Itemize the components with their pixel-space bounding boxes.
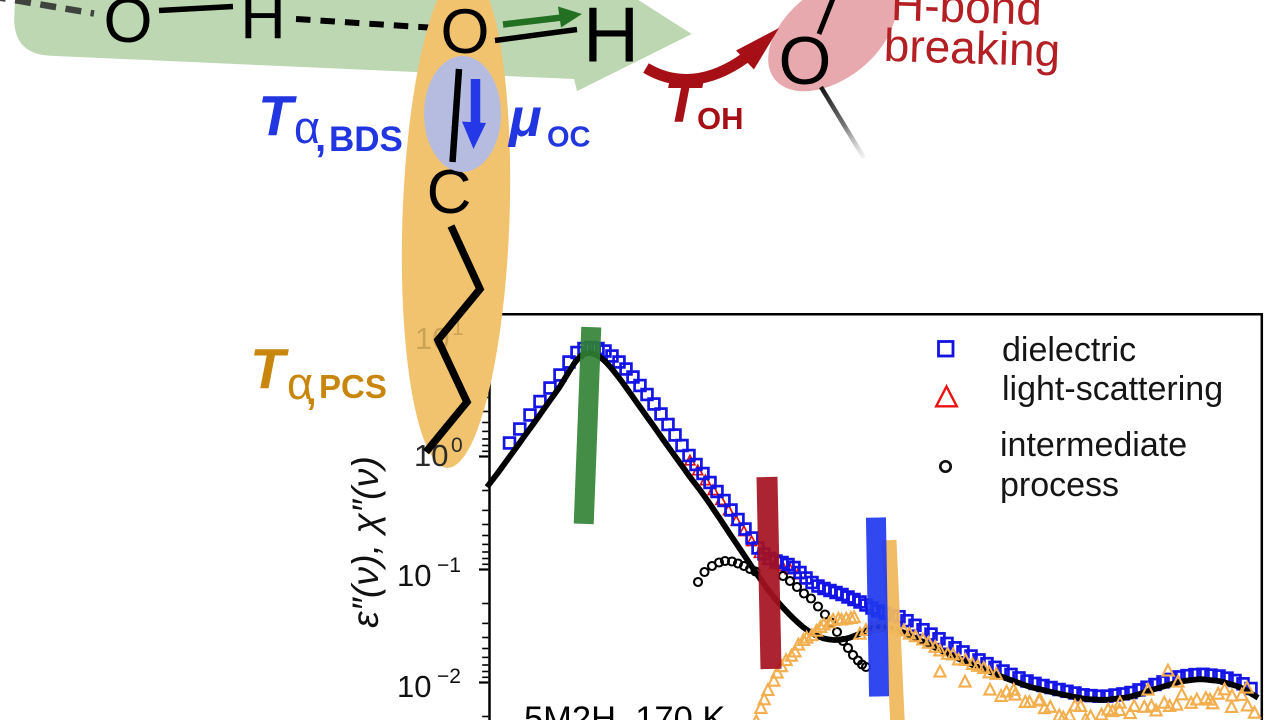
svg-text:,: , bbox=[306, 371, 317, 413]
svg-text:breaking: breaking bbox=[883, 19, 1061, 77]
svg-text:dielectric: dielectric bbox=[1002, 331, 1136, 369]
svg-text:BDS: BDS bbox=[329, 120, 403, 159]
svg-text:T: T bbox=[250, 337, 289, 401]
svg-text:1: 1 bbox=[452, 317, 464, 340]
svg-text:ε″(ν), χ″(ν): ε″(ν), χ″(ν) bbox=[344, 456, 386, 628]
svg-text:T: T bbox=[258, 84, 297, 148]
svg-text:process: process bbox=[1000, 466, 1119, 504]
svg-text:O: O bbox=[103, 0, 152, 56]
svg-text:OH: OH bbox=[697, 101, 744, 136]
svg-text:α: α bbox=[287, 358, 313, 409]
svg-text:μ: μ bbox=[507, 88, 542, 148]
svg-text:intermediate: intermediate bbox=[1000, 426, 1187, 464]
svg-text:OC: OC bbox=[547, 122, 591, 154]
svg-text:10: 10 bbox=[397, 669, 431, 704]
svg-text:−1: −1 bbox=[437, 554, 461, 577]
svg-text:O: O bbox=[440, 0, 489, 67]
svg-text:T: T bbox=[664, 70, 704, 135]
svg-text:−2: −2 bbox=[437, 665, 461, 688]
svg-text:light-scattering: light-scattering bbox=[1002, 370, 1223, 408]
svg-text:H: H bbox=[240, 0, 286, 52]
svg-text:PCS: PCS bbox=[319, 368, 387, 405]
svg-text:H: H bbox=[583, 0, 639, 79]
svg-text:0: 0 bbox=[451, 434, 463, 457]
svg-text:H-bond: H-bond bbox=[890, 0, 1042, 35]
svg-text:5M2H, 170 K: 5M2H, 170 K bbox=[524, 700, 725, 720]
svg-text:α: α bbox=[294, 102, 320, 153]
svg-text:O: O bbox=[779, 23, 832, 99]
svg-text:10: 10 bbox=[397, 558, 431, 593]
svg-text:,: , bbox=[315, 116, 326, 160]
